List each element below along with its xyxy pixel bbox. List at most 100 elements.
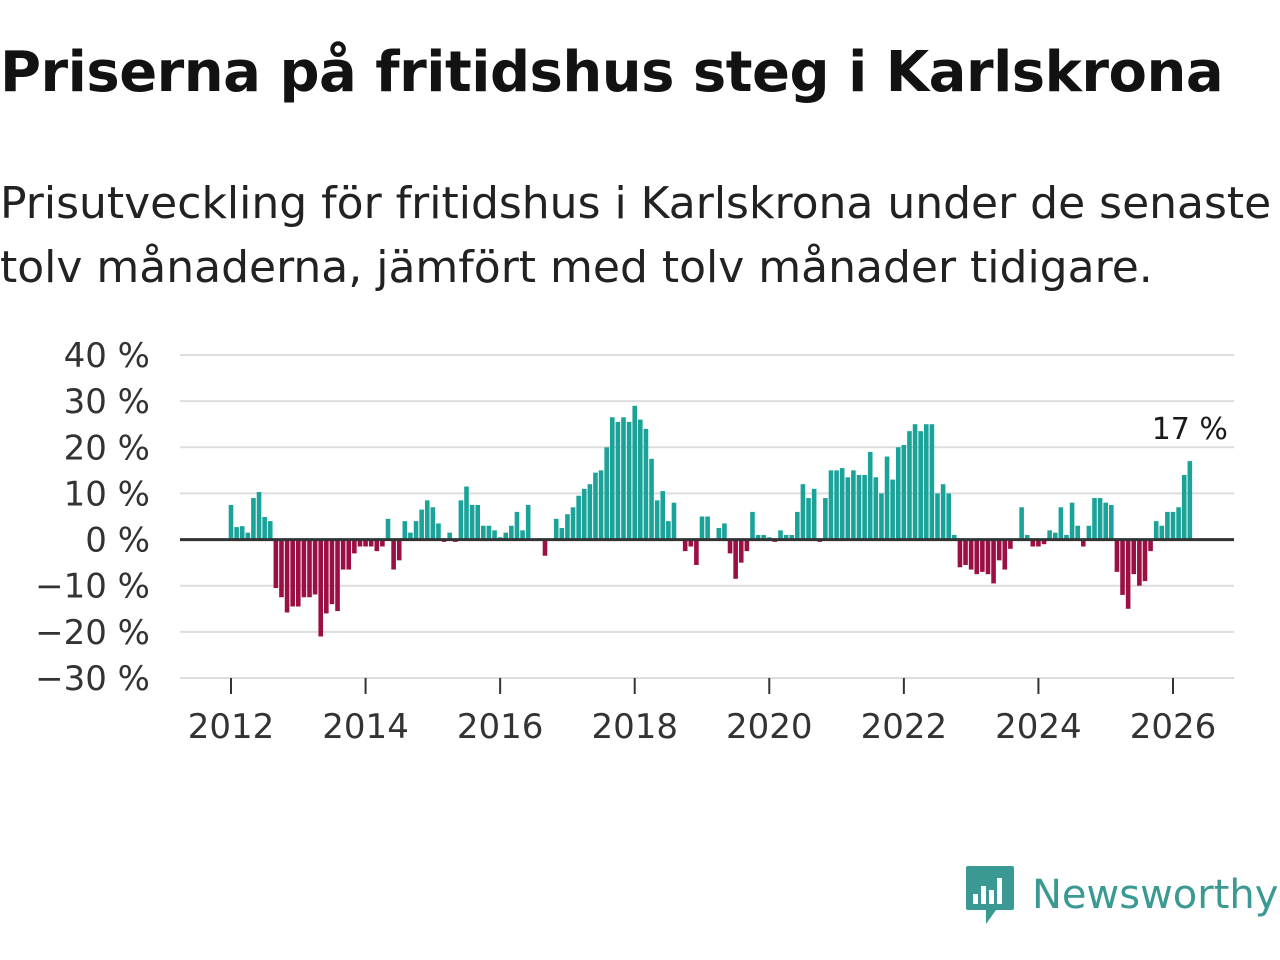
x-tick-label: 2020	[726, 707, 813, 747]
bar	[503, 532, 509, 540]
x-tick-label: 2018	[591, 707, 678, 747]
chart-subtitle: Prisutveckling för fritidshus i Karlskro…	[0, 178, 1272, 293]
bar	[727, 539, 733, 554]
bar	[542, 539, 548, 556]
bar	[851, 470, 856, 540]
bar	[884, 456, 890, 540]
bar	[290, 539, 295, 607]
bar	[638, 419, 643, 540]
bar	[980, 539, 985, 572]
bar	[738, 539, 744, 563]
bar	[660, 491, 666, 540]
bar	[716, 528, 722, 540]
bar	[649, 458, 654, 540]
bar	[699, 516, 705, 540]
bar	[324, 539, 329, 614]
bar	[1047, 530, 1052, 540]
bar	[1092, 498, 1097, 540]
bar	[391, 539, 396, 570]
x-tick-label: 2014	[322, 707, 409, 747]
bar	[340, 539, 346, 570]
bar	[1002, 539, 1008, 570]
bar	[609, 417, 615, 540]
bar	[419, 509, 424, 540]
bar	[789, 534, 795, 540]
y-tick-label: −30 %	[35, 659, 150, 699]
bar	[1109, 504, 1114, 540]
bar	[1170, 511, 1176, 540]
bar	[1187, 461, 1193, 540]
bar	[1103, 502, 1109, 540]
bar	[1137, 539, 1142, 586]
bar	[436, 523, 441, 540]
y-tick-label: 0 %	[85, 521, 150, 561]
bar	[1159, 525, 1165, 540]
bar	[1148, 539, 1153, 552]
bar	[845, 477, 851, 540]
bar	[800, 484, 806, 540]
bar	[755, 534, 761, 540]
bar	[952, 534, 957, 540]
bar	[968, 539, 974, 570]
bar	[424, 500, 430, 540]
bar	[346, 539, 352, 570]
bar	[251, 498, 256, 540]
bar	[856, 474, 862, 540]
bar	[907, 431, 912, 540]
bar	[408, 532, 413, 540]
bar	[234, 527, 239, 540]
bar	[867, 451, 873, 540]
bar	[368, 539, 374, 547]
x-tick-label: 2022	[861, 707, 948, 747]
bar	[688, 539, 694, 547]
bar	[744, 539, 750, 552]
bar	[940, 484, 946, 540]
y-tick-label: 30 %	[64, 382, 150, 422]
bar	[1176, 507, 1181, 540]
bar	[1058, 507, 1064, 540]
bar	[1097, 498, 1103, 540]
bar	[873, 477, 879, 540]
bar	[335, 539, 340, 612]
bar	[458, 500, 464, 540]
bar	[352, 539, 357, 554]
bar	[957, 539, 963, 568]
bar	[604, 447, 609, 540]
bar	[750, 511, 755, 540]
chart-title: Priserna på fritidshus steg i Karlskrona	[0, 40, 1224, 105]
bar	[509, 525, 514, 540]
y-tick-label: 40 %	[64, 336, 150, 376]
bars	[228, 405, 1193, 637]
bar	[963, 539, 968, 565]
bar	[626, 421, 632, 540]
bar	[598, 470, 604, 540]
bar	[576, 495, 581, 540]
bar	[761, 534, 766, 540]
bar	[1080, 539, 1086, 547]
bar	[632, 405, 638, 540]
x-tick-label: 2024	[995, 707, 1082, 747]
bar	[492, 530, 497, 540]
bar	[823, 498, 828, 540]
bar	[307, 539, 312, 598]
bar	[593, 472, 598, 540]
bar	[525, 504, 531, 540]
y-tick-label: −10 %	[35, 567, 150, 607]
bar	[1052, 532, 1058, 540]
bar	[795, 511, 800, 540]
bar	[228, 504, 234, 540]
bar	[357, 539, 363, 547]
bar	[935, 493, 940, 540]
bar	[1125, 539, 1131, 609]
x-tick-label: 2026	[1130, 707, 1217, 747]
bar	[912, 424, 918, 540]
bar	[464, 486, 469, 540]
bar	[1041, 539, 1047, 545]
bar	[694, 539, 699, 565]
bar	[1024, 534, 1030, 540]
bar	[312, 539, 318, 595]
bar	[295, 539, 301, 607]
brand: Newsworthy	[964, 864, 1278, 926]
bar	[671, 502, 677, 540]
bar	[621, 417, 626, 540]
